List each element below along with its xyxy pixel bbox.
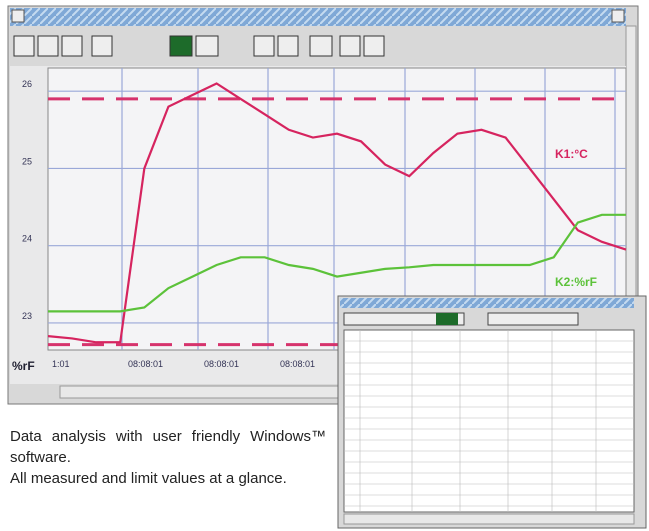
x-tick-label: 08:08:01 [204,359,239,369]
zoom-button[interactable] [254,36,274,56]
info-button[interactable] [364,36,384,56]
help-button[interactable] [340,36,360,56]
axis-button[interactable] [310,36,332,56]
data-table [344,330,634,512]
x-tick-label: 08:08:01 [128,359,163,369]
chart-button[interactable] [170,36,192,56]
save-button[interactable] [38,36,58,56]
y-tick-label: 24 [22,234,32,244]
caption-line: All measured and limit values at a glanc… [10,468,326,489]
table-toolbar-right [488,313,578,325]
table-scrollbar[interactable] [344,514,634,524]
minimize-button[interactable] [612,10,624,22]
x-tick-label: 08:08:01 [280,359,315,369]
y-axis-label: %rF [12,359,35,373]
caption: Data analysis with user friendly Windows… [10,426,326,489]
page: %rF 23 24 25 26 K1:°C K2:%rF 1:01 08:08:01 08:08… [0,0,649,531]
print-button[interactable] [62,36,82,56]
move-button[interactable] [278,36,298,56]
system-menu[interactable] [12,10,24,22]
caption-line: Data analysis with user friendly Windows… [10,426,326,468]
disk-button[interactable] [92,36,112,56]
x-tick-label: 1:01 [52,359,70,369]
table-chart-button[interactable] [436,313,458,325]
table-window [338,296,646,528]
table-title-bar [340,298,634,308]
y-tick-label: 23 [22,311,32,321]
y-tick-label: 25 [22,156,32,166]
title-bar [10,8,626,26]
open-button[interactable] [14,36,34,56]
series-label: K1:°C [555,147,588,161]
series-label: K2:%rF [555,275,597,289]
y-tick-label: 26 [22,79,32,89]
table-button[interactable] [196,36,218,56]
toolbar [14,36,384,56]
